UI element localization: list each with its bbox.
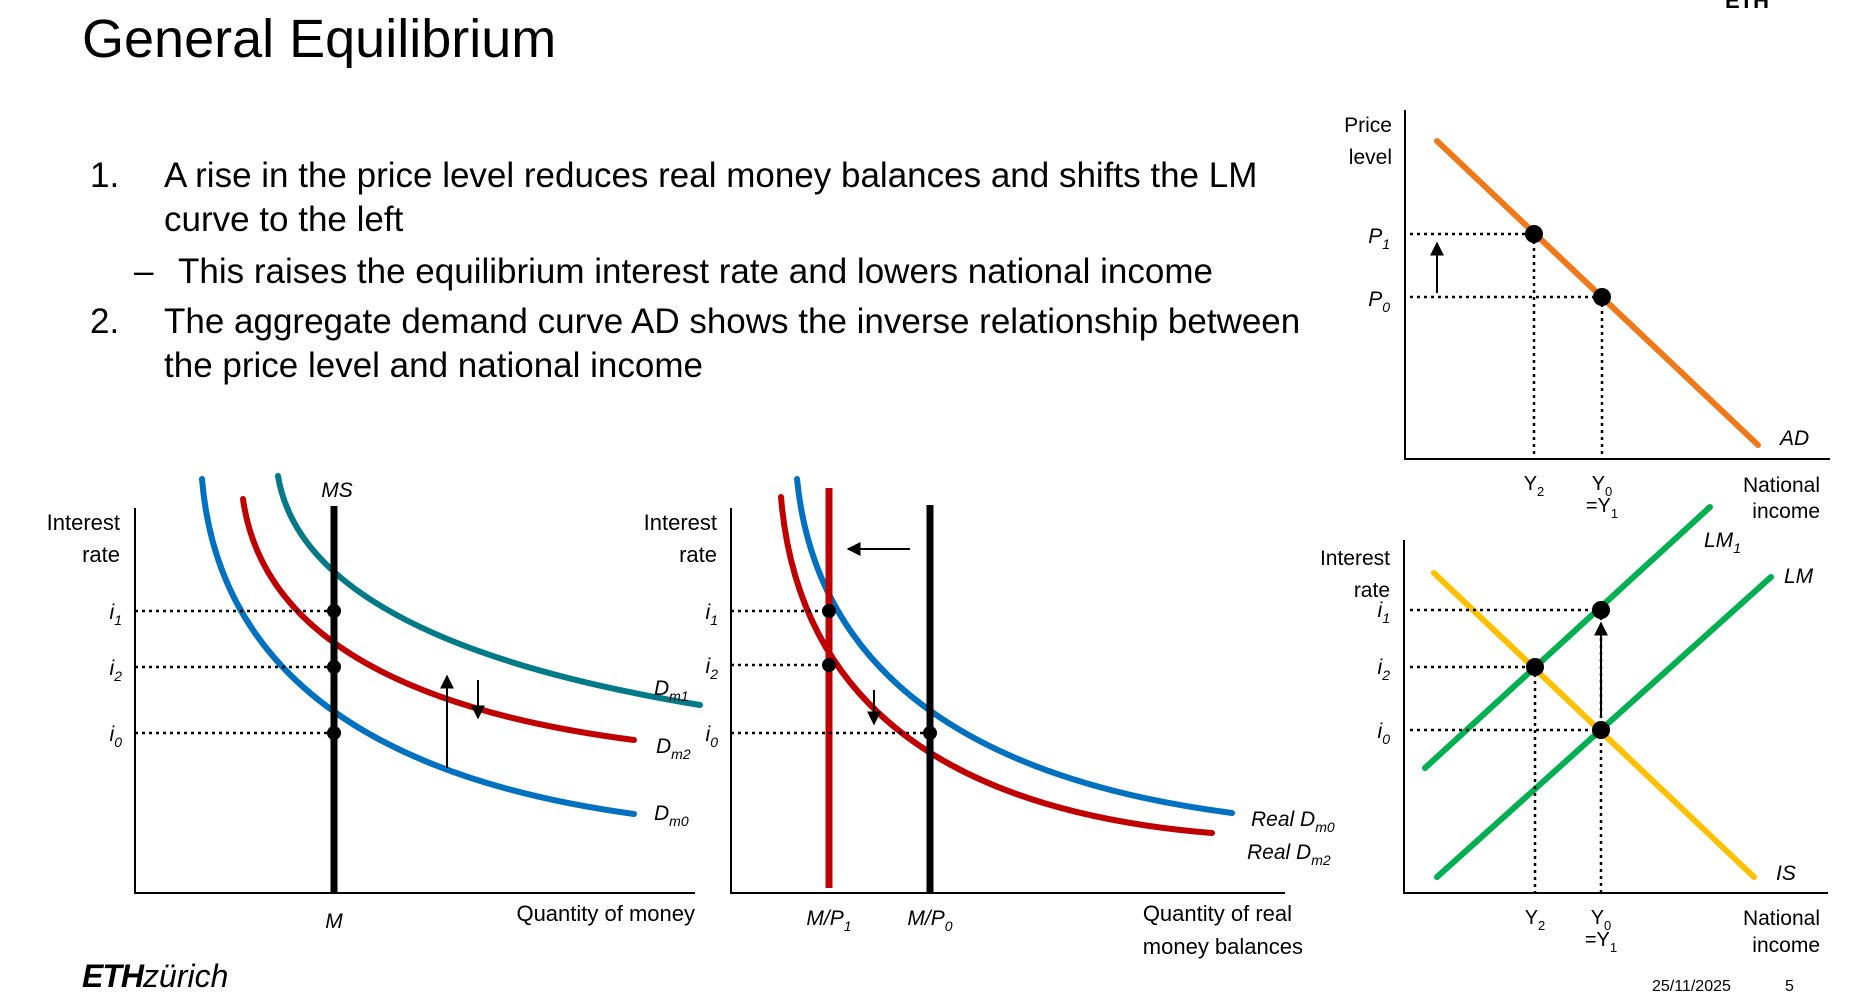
page-number: 5 [1785, 978, 1794, 995]
x-tick-eq-y1: =Y1 [1585, 929, 1617, 955]
x-axis-label: Quantity of money [516, 901, 695, 926]
x-axis-label-line1: National [1743, 474, 1820, 497]
equilibrium-point [923, 726, 937, 740]
equilibrium-point [1525, 225, 1543, 243]
y-axis-label-line2: rate [1354, 579, 1390, 602]
bullet-text: The aggregate demand curve AD shows the … [164, 302, 1301, 385]
curve-label-lm1: LM1 [1704, 529, 1741, 556]
y-axis-label-line1: Interest [1320, 547, 1390, 570]
x-axis-label-line1: National [1743, 907, 1820, 930]
curve-label-lm: LM [1784, 565, 1814, 588]
curve-label-dm2: Dm2 [656, 735, 691, 762]
equilibrium-point [822, 604, 836, 618]
equilibrium-point [1592, 601, 1610, 619]
bullet-number: 2. [90, 302, 120, 341]
x-tick-y0: Y0 [1591, 907, 1612, 933]
is-lm-panel: Interest rate i1 i2 i0 Y2 Y0 =Y1 Nationa… [1320, 504, 1828, 957]
corner-logo-fragment: ETH [1725, 0, 1769, 13]
equilibrium-point [1526, 658, 1544, 676]
bullet-list: 1. A rise in the price level reduces rea… [90, 154, 1340, 388]
ad-axes [1404, 110, 1830, 460]
x-tick-y2: Y2 [1525, 907, 1546, 933]
slide-title: General Equilibrium [82, 9, 557, 69]
rate-label-i2: i2 [110, 657, 123, 684]
rate-label-i0: i0 [706, 723, 719, 750]
sub-bullet: – This raises the equilibrium interest r… [90, 250, 1340, 294]
real-money-panel: Interest rate i1 i2 i0 M/P1 M/P0 Quantit… [644, 476, 1335, 959]
money-market-panel: Interest rate MS M Quantity of money i1 … [47, 473, 703, 933]
curve-label-is: IS [1776, 862, 1796, 885]
equilibrium-point [327, 726, 341, 740]
y-axis-label-line1: Price [1344, 114, 1392, 137]
sub-bullet-text: This raises the equilibrium interest rat… [178, 252, 1213, 291]
money-supply-label: MS [321, 479, 353, 502]
price-label-p0: P0 [1368, 288, 1390, 315]
curve-label-dm0: Dm0 [654, 802, 689, 829]
footer-date: 25/11/2025 [1652, 978, 1731, 995]
y-axis-label-line1: Interest [47, 510, 120, 535]
rate-label-i2: i2 [706, 655, 719, 682]
y-axis-label-line2: rate [82, 542, 120, 567]
x-tick-eq-y1: =Y1 [1586, 495, 1618, 521]
x-tick-y2: Y2 [1524, 473, 1545, 499]
x-axis-label-line1: Quantity of real [1143, 901, 1292, 926]
bullet-item-1: 1. A rise in the price level reduces rea… [90, 154, 1340, 242]
x-axis-label-line2: money balances [1143, 934, 1303, 959]
equilibrium-point [327, 604, 341, 618]
curve-label-real-dm0: Real Dm0 [1251, 808, 1335, 835]
real-money-axes [730, 508, 1285, 894]
rate-label-i1: i1 [706, 601, 718, 628]
rate-label-i1: i1 [1378, 599, 1390, 626]
demand-curve-dm1 [275, 473, 703, 708]
aggregate-demand-panel: Price level P1 P0 Y2 Y0 =Y1 National inc… [1344, 110, 1830, 523]
eth-zurich-logo: ETHzürich [82, 958, 228, 995]
logo-bold-part: ETH [82, 958, 144, 994]
x-axis-label-line2: income [1752, 934, 1820, 957]
x-tick-m: M [325, 910, 343, 933]
equilibrium-point [327, 660, 341, 674]
curve-label-dm1: Dm1 [654, 677, 689, 704]
demand-curve-dm0 [199, 476, 637, 817]
real-demand-curve-dm0 [794, 476, 1235, 816]
rate-label-i1: i1 [110, 601, 122, 628]
y-axis-label-line1: Interest [644, 510, 717, 535]
money-axes [134, 508, 695, 894]
equilibrium-point [822, 658, 836, 672]
x-axis-label-line2: income [1752, 500, 1820, 523]
bullet-item-2: 2. The aggregate demand curve AD shows t… [90, 300, 1340, 388]
bullet-text: A rise in the price level reduces real m… [164, 156, 1258, 239]
islm-axes [1403, 540, 1828, 894]
equilibrium-point [1592, 721, 1610, 739]
bullet-number: 1. [90, 156, 120, 195]
lm1-curve [1422, 504, 1713, 771]
rate-label-i0: i0 [110, 723, 123, 750]
demand-curve-dm2 [240, 496, 637, 743]
y-axis-label-line2: level [1349, 146, 1392, 169]
real-demand-curve-dm2 [778, 494, 1215, 836]
sub-bullet-dash: – [134, 252, 154, 291]
equilibrium-point [1593, 288, 1611, 306]
x-tick-y0: Y0 [1592, 473, 1613, 499]
y-axis-label-line2: rate [679, 542, 717, 567]
rate-label-i2: i2 [1378, 656, 1391, 683]
logo-rest-part: zürich [143, 958, 229, 994]
x-tick-mp1: M/P1 [806, 907, 851, 934]
curve-label-real-dm2: Real Dm2 [1247, 841, 1331, 868]
price-label-p1: P1 [1368, 225, 1390, 252]
x-tick-mp0: M/P0 [907, 907, 952, 934]
rate-label-i0: i0 [1378, 720, 1391, 747]
curve-label-ad: AD [1778, 427, 1809, 450]
